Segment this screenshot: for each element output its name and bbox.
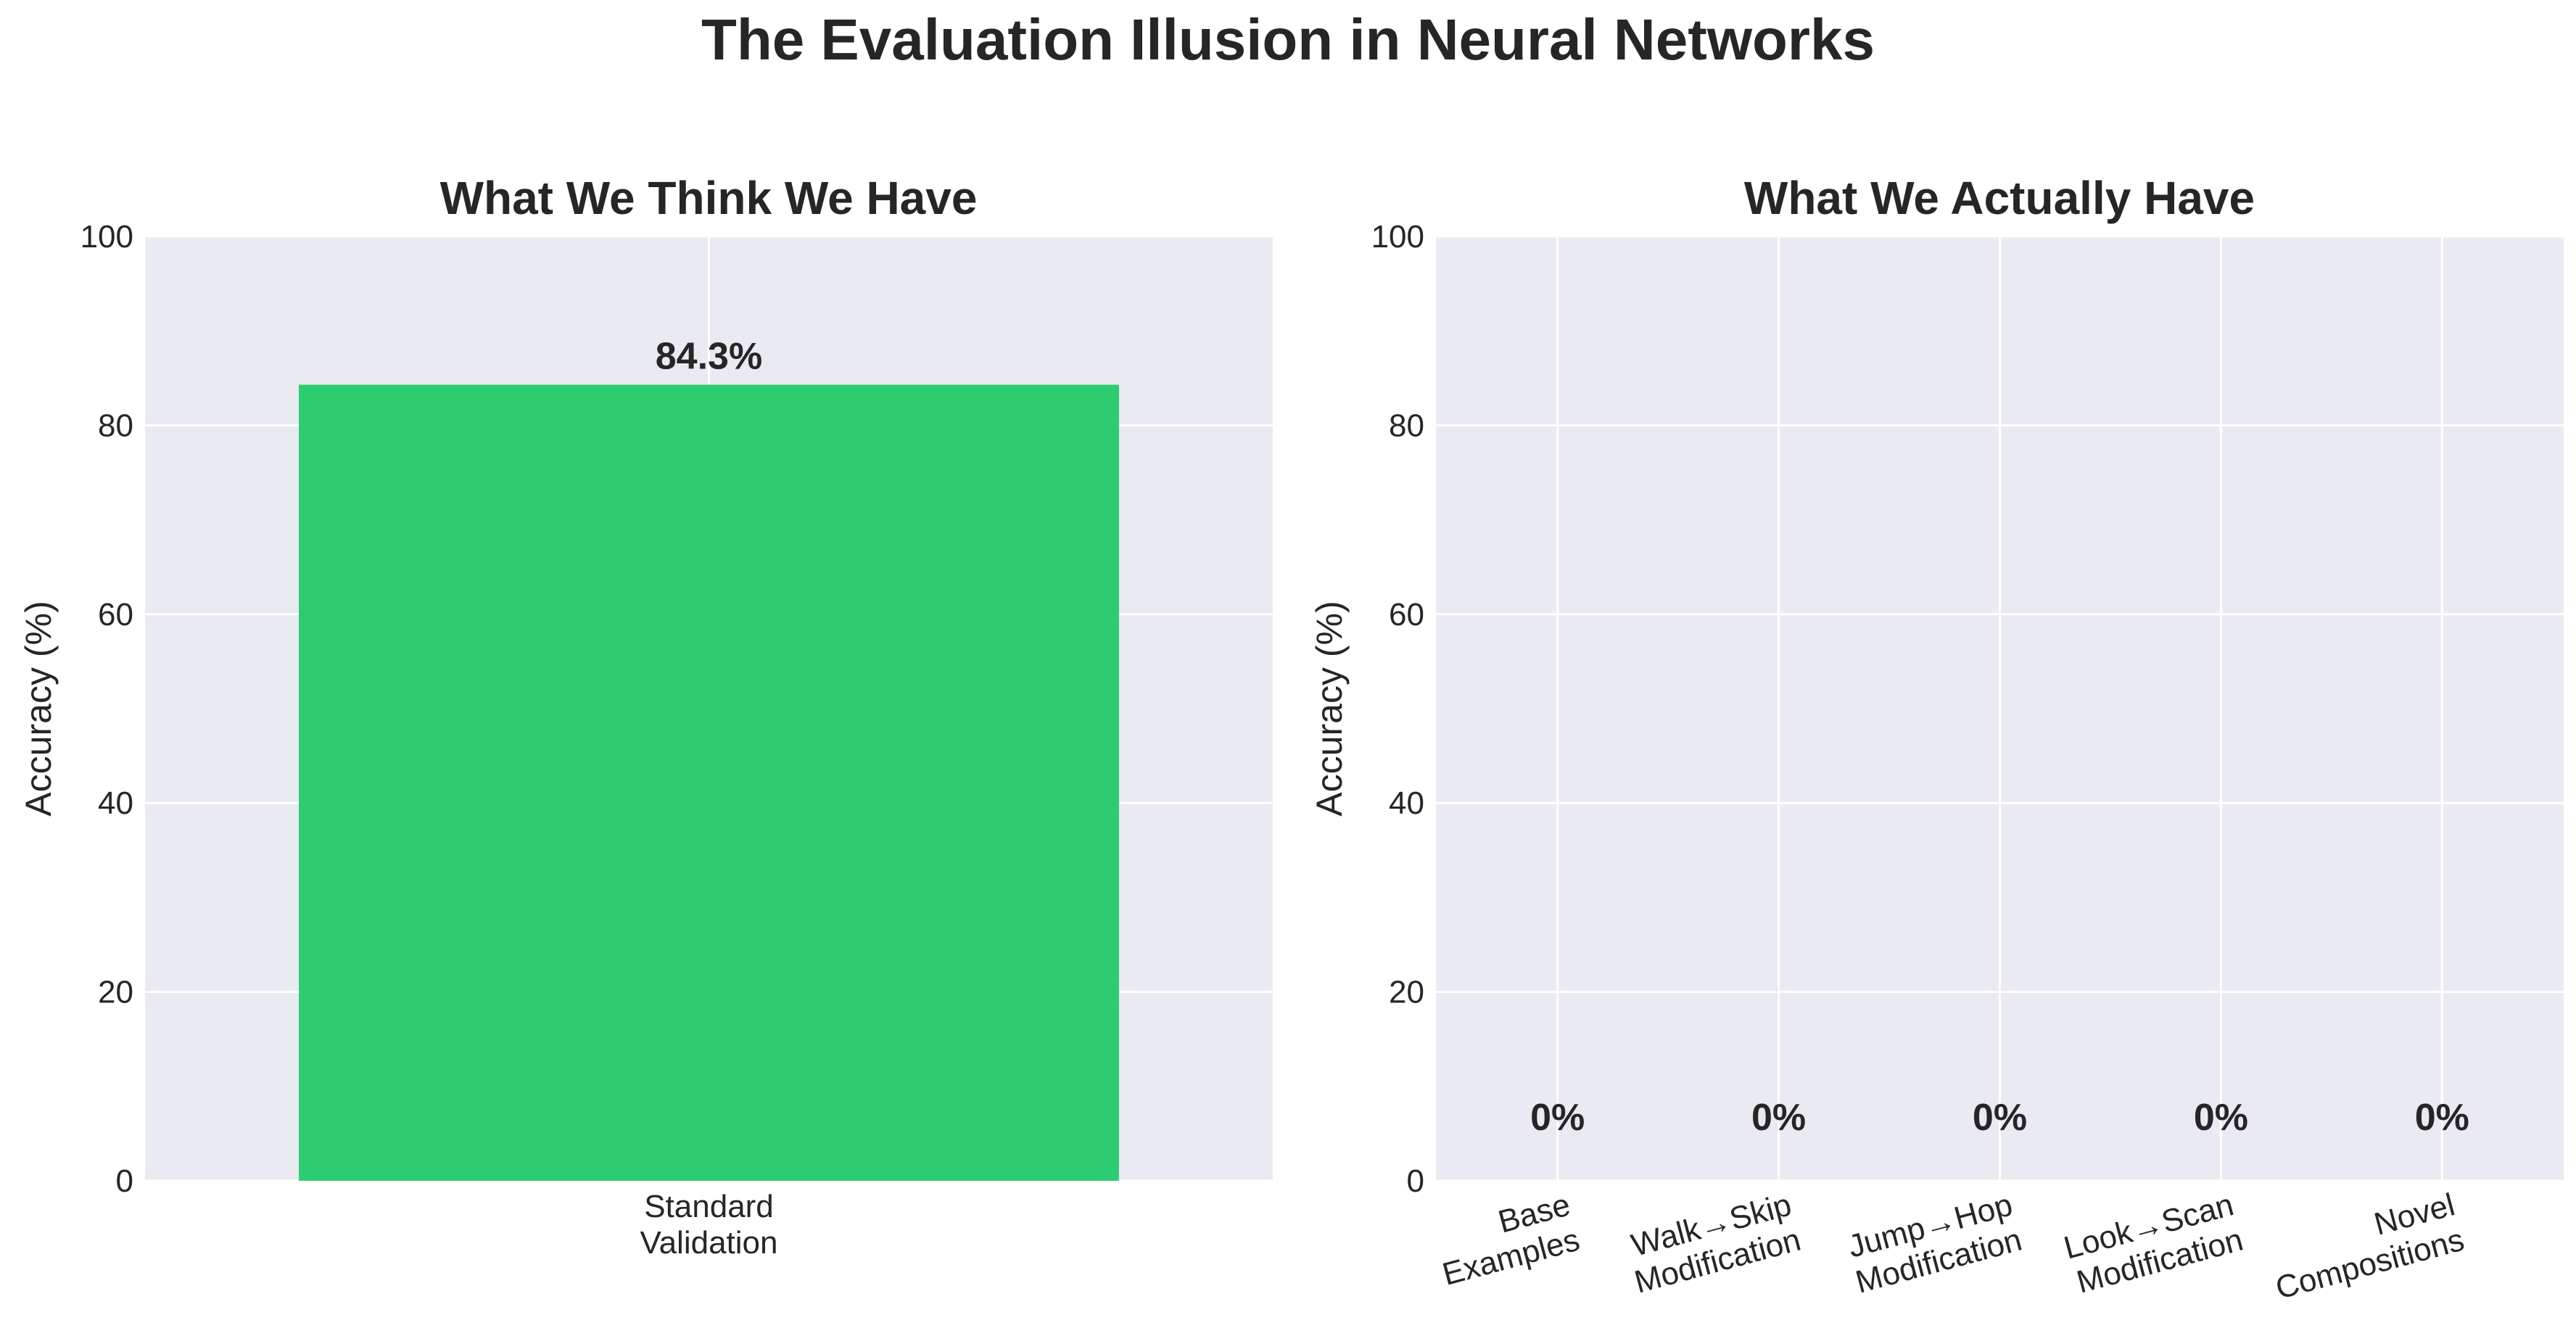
- value-labels: 0% 0% 0% 0% 0%: [1530, 1097, 2469, 1139]
- bar-value-label: 0%: [2194, 1097, 2248, 1139]
- y-axis-label: Accuracy (%): [1309, 601, 1350, 816]
- panel-title: What We Think We Have: [440, 172, 978, 224]
- y-tick-labels: 0 20 40 60 80 100: [1371, 219, 1424, 1199]
- y-tick-label: 60: [98, 597, 133, 632]
- value-labels: 84.3%: [656, 335, 762, 377]
- bar-value-label: 0%: [1751, 1097, 1806, 1139]
- bar-value-label: 0%: [1973, 1097, 2027, 1139]
- bar-value-label: 0%: [2415, 1097, 2469, 1139]
- y-axis-label: Accuracy (%): [18, 601, 59, 816]
- y-tick-label: 100: [1371, 219, 1424, 255]
- y-tick-label: 20: [98, 975, 133, 1010]
- y-tick-labels: 0 20 40 60 80 100: [80, 219, 133, 1199]
- y-tick-label: 40: [98, 785, 133, 821]
- y-tick-label: 80: [98, 408, 133, 443]
- bars: [299, 384, 1119, 1181]
- y-tick-label: 0: [1407, 1163, 1424, 1199]
- y-tick-label: 20: [1389, 975, 1424, 1010]
- y-tick-label: 100: [80, 219, 133, 255]
- y-tick-label: 0: [116, 1163, 133, 1199]
- y-tick-label: 80: [1389, 408, 1424, 443]
- bar: [299, 384, 1119, 1181]
- y-tick-label: 60: [1389, 597, 1424, 632]
- figure-title: The Evaluation Illusion in Neural Networ…: [701, 7, 1875, 72]
- x-tick-label: Standard Validation: [640, 1189, 778, 1261]
- x-tick-labels: Standard Validation: [640, 1189, 778, 1261]
- bar-value-label: 0%: [1530, 1097, 1585, 1139]
- chart-panel-think: 84.3% 0 20 40 60 80 100 Standard Validation Wh…: [18, 172, 1273, 1261]
- panel-title: What We Actually Have: [1744, 172, 2255, 224]
- gridlines: [1436, 235, 2564, 1182]
- y-tick-label: 40: [1389, 785, 1424, 821]
- bar-value-label: 84.3%: [656, 335, 762, 377]
